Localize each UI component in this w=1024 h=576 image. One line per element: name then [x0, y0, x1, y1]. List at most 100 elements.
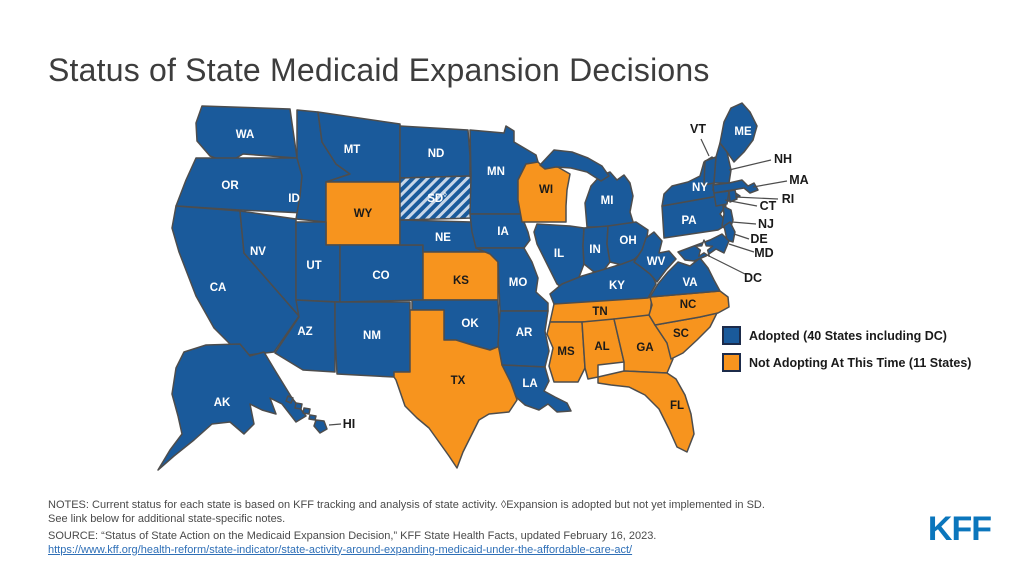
state-label-AK: AK — [214, 397, 231, 409]
callout-line-VT — [700, 138, 710, 157]
state-label-NJ: NJ — [758, 217, 774, 231]
state-label-FL: FL — [670, 400, 684, 412]
callout-line-CT — [724, 199, 758, 207]
state-label-RI: RI — [782, 192, 795, 206]
state-label-ID: ID — [288, 193, 300, 205]
state-label-SD: SD◊ — [427, 192, 447, 206]
state-label-CO: CO — [372, 270, 389, 282]
legend-label-adopted: Adopted (40 States including DC) — [749, 328, 947, 343]
state-label-OK: OK — [461, 318, 479, 330]
state-label-AL: AL — [594, 341, 609, 353]
source-link[interactable]: https://www.kff.org/health-reform/state-… — [48, 543, 633, 556]
source-line: SOURCE: “Status of State Action on the M… — [48, 530, 657, 542]
state-MO — [475, 247, 549, 312]
state-OR — [175, 157, 305, 214]
state-MI — [539, 149, 610, 182]
state-label-DE: DE — [750, 232, 767, 246]
callout-line-MA — [752, 180, 788, 188]
state-label-OR: OR — [221, 180, 239, 192]
state-AK — [157, 343, 307, 471]
notes-line-2: See link below for additional state-spec… — [48, 512, 286, 525]
state-label-UT: UT — [306, 260, 321, 272]
state-label-WI: WI — [539, 184, 553, 196]
callout-line-MD — [728, 243, 755, 253]
callout-line-HI — [328, 423, 342, 426]
state-LA — [501, 364, 572, 413]
state-labels-layer: WA OR CA NV ID MT WY UT CO AZ NM ND SD◊ NE KS OK TX MN IA M… — [210, 122, 809, 431]
state-label-TN: TN — [592, 306, 607, 318]
state-label-AZ: AZ — [297, 326, 312, 338]
callout-lines-layer — [328, 138, 788, 426]
legend: Adopted (40 States including DC) Not Adop… — [722, 326, 971, 380]
state-label-OH: OH — [619, 235, 636, 247]
state-label-NV: NV — [250, 246, 266, 258]
state-label-HI: HI — [343, 417, 356, 431]
state-label-MN: MN — [487, 166, 505, 178]
state-label-LA: LA — [522, 378, 537, 390]
state-label-TX: TX — [451, 375, 466, 387]
state-label-NH: NH — [774, 152, 792, 166]
state-label-ME: ME — [734, 126, 752, 138]
state-HI — [302, 407, 311, 415]
state-label-SC: SC — [673, 328, 689, 340]
state-NC — [648, 290, 730, 326]
callout-line-NH — [728, 159, 772, 171]
state-label-MI: MI — [601, 195, 614, 207]
state-label-VA: VA — [682, 277, 697, 289]
state-CT — [713, 190, 730, 207]
state-label-NY: NY — [692, 182, 708, 194]
state-label-NM: NM — [363, 330, 381, 342]
state-HI — [285, 395, 294, 404]
state-label-NE: NE — [435, 232, 451, 244]
legend-item-adopted: Adopted (40 States including DC) — [722, 326, 971, 345]
legend-swatch-adopted — [722, 326, 741, 345]
state-label-DC: DC — [744, 271, 762, 285]
state-label-IN: IN — [589, 244, 601, 256]
notes-block: NOTES: Current status for each state is … — [48, 499, 1008, 557]
state-label-KY: KY — [609, 280, 625, 292]
callout-line-RI — [734, 196, 779, 200]
state-label-VT: VT — [690, 122, 706, 136]
callout-line-DC — [708, 255, 746, 275]
state-label-PA: PA — [681, 215, 696, 227]
state-DC — [694, 239, 714, 257]
state-TX — [393, 309, 518, 469]
states-layer — [157, 102, 759, 471]
state-label-CA: CA — [210, 282, 227, 294]
callout-line-DE — [733, 233, 750, 240]
state-KS — [422, 251, 499, 301]
state-label-IL: IL — [554, 248, 564, 260]
state-label-GA: GA — [636, 342, 653, 354]
state-ME — [719, 102, 758, 163]
state-label-NC: NC — [680, 299, 697, 311]
state-label-MA: MA — [789, 173, 808, 187]
legend-label-not_adopting: Not Adopting At This Time (11 States) — [749, 355, 972, 370]
state-label-IA: IA — [497, 226, 509, 238]
state-ND — [399, 125, 471, 179]
state-label-CT: CT — [760, 199, 777, 213]
state-label-MD: MD — [754, 246, 773, 260]
state-RI — [728, 189, 738, 203]
legend-swatch-not_adopting — [722, 353, 741, 372]
legend-item-not_adopting: Not Adopting At This Time (11 States) — [722, 353, 971, 372]
state-HI — [308, 414, 317, 421]
kff-logo: KFF — [927, 510, 992, 548]
page-title: Status of State Medicaid Expansion Decis… — [48, 52, 710, 88]
state-label-WY: WY — [354, 208, 373, 220]
state-label-WA: WA — [236, 129, 255, 141]
state-label-AR: AR — [516, 327, 533, 339]
state-FL — [597, 370, 695, 453]
state-label-MS: MS — [557, 346, 575, 358]
state-HI — [313, 419, 328, 434]
state-WV — [633, 231, 677, 283]
state-label-MO: MO — [509, 277, 528, 289]
state-label-ND: ND — [428, 148, 445, 160]
state-label-WV: WV — [647, 256, 666, 268]
notes-line-1: NOTES: Current status for each state is … — [48, 499, 765, 511]
state-AR — [497, 310, 550, 368]
state-label-MT: MT — [344, 144, 361, 156]
state-label-KS: KS — [453, 275, 469, 287]
state-WA — [195, 105, 298, 164]
